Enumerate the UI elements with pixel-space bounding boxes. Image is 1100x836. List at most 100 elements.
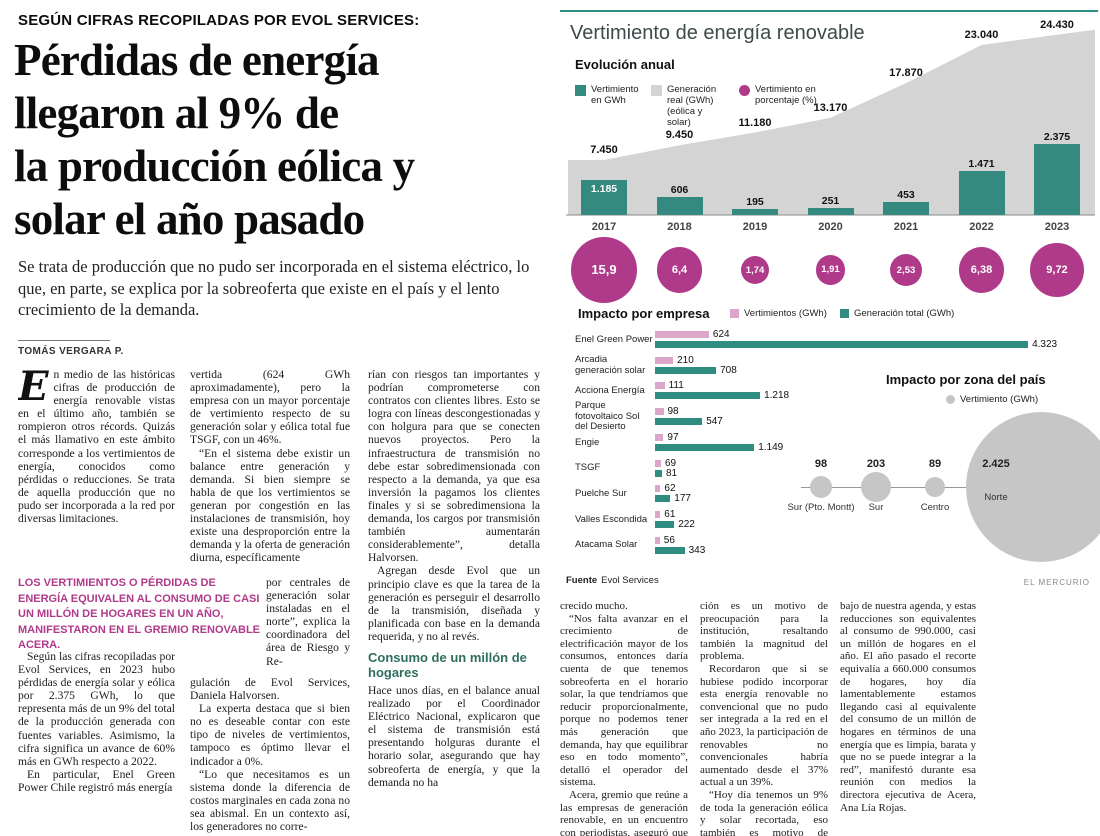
legend-label: Generación total (GWh): [854, 308, 955, 319]
vertimiento-swatch-icon: [575, 85, 586, 96]
percentage-bubble: 1,74: [740, 255, 770, 285]
company-vertimiento-bar: [655, 382, 665, 390]
percentage-bubble: 6,38: [958, 247, 1005, 293]
company-legend-generacion: Generación total (GWh): [840, 308, 954, 319]
zone-section-title: Impacto por zona del país: [886, 372, 1046, 387]
company-label: Enel Green Power: [575, 333, 653, 345]
company-chart: Enel Green Power 624 4.323 Arcadia generaci…: [558, 330, 1100, 570]
body-paragraph: solar el año pasado: [14, 194, 365, 244]
company-vertimiento-bar: [655, 356, 674, 364]
article-column-2-lower: gulación de Evol Services, Daniela Halvo…: [190, 676, 350, 836]
company-vertimiento-bar: [655, 536, 660, 544]
pull-quote: LOS VERTIMIENTOS O PÉRDIDAS DE ENERGÍA E…: [18, 577, 261, 651]
zone-name-label: Centro: [920, 502, 950, 513]
company-vertimiento-bar: [655, 459, 661, 467]
company-generacion-value: 343: [688, 544, 706, 556]
article-column-4: crecido mucho. “Nos falta avanzar en el c…: [560, 600, 688, 836]
year-label: 2017: [591, 221, 617, 233]
company-vertimiento-value: 97: [667, 431, 679, 443]
body-paragraph: “Hoy día tenemos un 9% de toda la genera…: [700, 788, 828, 836]
company-vertimiento-value: 624: [712, 329, 730, 340]
percentage-bubble: 9,72: [1030, 243, 1084, 297]
company-vertimiento-bar: [655, 485, 661, 493]
company-generacion-value: 1.149: [758, 441, 784, 453]
kicker: SEGÚN CIFRAS RECOPILADAS POR EVOL SERVIC…: [18, 12, 420, 29]
generation-area-svg: [566, 29, 1095, 216]
year-label: 2019: [742, 221, 768, 233]
body-paragraph: En particular, Enel Green Power Chile re…: [18, 767, 175, 794]
vertimientos-swatch-icon: [730, 309, 739, 318]
vertimiento-bar: [732, 209, 778, 215]
source: Fuente Evol Services: [566, 575, 659, 586]
infographic: Vertimiento de energía renovable Evoluci…: [558, 0, 1100, 592]
headline: Pérdidas de energía llegaron al 9% de la p…: [14, 34, 554, 246]
vertimiento-bar: [581, 179, 627, 215]
body-paragraph: Acera, gremio que reúne a las empresas d…: [560, 788, 688, 836]
company-vertimiento-value: 62: [664, 483, 676, 495]
vertimiento-bar: [883, 201, 929, 215]
company-vertimiento-value: 210: [677, 354, 694, 366]
body-paragraph: “Lo que necesitamos es un sistema donde …: [190, 767, 350, 834]
source-label: Fuente: [566, 575, 598, 586]
company-generacion-bar: [655, 520, 675, 528]
vertimiento-value-label: 1.471: [968, 158, 995, 171]
body-paragraph: vertida (624 GWh aproximadamente), pero …: [190, 368, 350, 447]
company-vertimiento-bar: [655, 408, 664, 416]
company-label: Valles Escondida: [575, 513, 648, 525]
lede: Se trata de producción que no pudo ser i…: [18, 257, 530, 319]
porcentaje-swatch-icon: [739, 85, 750, 96]
company-generacion-value: 222: [678, 518, 695, 530]
evolution-chart: 7.450 1.185 2017 15,9 9.450 606 2018 6,4 11.180 1…: [558, 0, 1100, 330]
company-label: Arcadia generación solar: [575, 354, 646, 376]
zone-name-label: Sur (Pto. Montt): [787, 502, 855, 513]
body-paragraph: gulación de Evol Services, Daniela Halvo…: [190, 676, 350, 703]
body-paragraph: llegaron al 9% de: [14, 88, 339, 138]
vertimiento-bar: [656, 196, 703, 215]
body-paragraph: Según las cifras recopiladas por Evol Se…: [18, 650, 175, 768]
legend-label: Vertimiento en porcentaje (%): [755, 84, 817, 106]
zone-value-label: 98: [814, 458, 828, 470]
vertimiento-bar: [807, 207, 854, 215]
byline-rule: [18, 340, 110, 341]
company-label: Puelche Sur: [575, 487, 627, 499]
legend-label: Vertimiento en GWh: [591, 84, 639, 106]
article-column-3: rían con riesgos tan importantes y podrí…: [368, 368, 540, 836]
body-paragraph: ción es un motivo de preocupación para l…: [700, 600, 828, 663]
zone-name-label: Norte: [984, 492, 1008, 503]
zone-bubble: [966, 412, 1100, 562]
company-generacion-bar: [655, 495, 671, 503]
percentage-bubble: 1,91: [815, 255, 846, 285]
zone-value-label: 2.425: [982, 458, 1010, 470]
company-label: TSGF: [575, 462, 601, 474]
company-generacion-value: 1.218: [764, 390, 790, 402]
body-paragraph: “Nos falta avanzar en el crecimiento de …: [560, 612, 688, 789]
zone-chart: 98 Sur (Pto. Montt) 203 Sur 89 Centro 2.425 Nor…: [558, 0, 1100, 592]
company-vertimiento-value: 56: [663, 534, 675, 546]
generation-value-label: 7.450: [590, 144, 618, 156]
percentage-bubble: 15,9: [571, 237, 637, 303]
generation-value-label: 9.450: [665, 129, 694, 142]
legend-label: Vertimientos (GWh): [744, 308, 827, 319]
zone-swatch-icon: [946, 395, 955, 404]
company-generacion-value: 177: [674, 493, 691, 505]
body-paragraph: por centrales de generación solar instal…: [266, 576, 350, 668]
vertimiento-value-label: 251: [821, 194, 840, 207]
vertimiento-value-label: 453: [897, 188, 915, 201]
company-label: Parque fotovoltaico Sol del Desierto: [575, 400, 640, 433]
drop-cap: E: [18, 368, 49, 410]
year-label: 2021: [893, 221, 919, 233]
byline: TOMÁS VERGARA P.: [18, 346, 124, 357]
zone-value-label: 89: [928, 458, 942, 470]
generation-area: [568, 29, 1095, 216]
zone-bubble: [810, 476, 832, 498]
company-label: Atacama Solar: [575, 539, 638, 551]
company-vertimiento-value: 61: [664, 508, 676, 520]
generation-value-label: 11.180: [738, 116, 772, 129]
legend-item-generacion: Generación real (GWh) (eólica y solar): [651, 84, 723, 128]
vertimiento-value-label: 195: [746, 196, 764, 209]
company-generacion-bar: [655, 546, 685, 554]
article-column-6: bajo de nuestra agenda, y estas reduccio…: [840, 600, 976, 836]
vertimiento-value-label: 2.375: [1043, 131, 1071, 144]
column-3-lower: Hace unos días, en el balance anual real…: [368, 684, 540, 789]
